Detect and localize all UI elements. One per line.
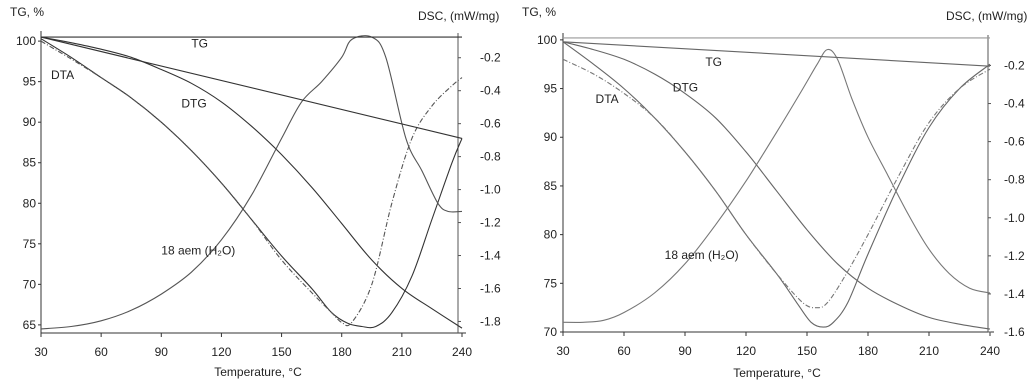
x-tick-label: 120: [736, 344, 756, 358]
x-tick-label: 60: [617, 344, 631, 358]
curve-label: 18 aem (H₂O): [161, 243, 235, 257]
x-axis-label: Temperature, °C: [214, 365, 302, 379]
x-tick-label: 30: [34, 345, 48, 359]
y-right-tick-label: -0.4: [480, 84, 501, 98]
y-left-tick-label: 95: [544, 82, 558, 96]
baseline-line-4: [40, 36, 463, 139]
curve-label: DTA: [596, 92, 619, 106]
x-tick-label: 210: [919, 344, 939, 358]
x-axis-label: Temperature, °C: [733, 366, 821, 380]
right-axis-label: DSC, (mW/mg): [946, 9, 1027, 23]
series-18-aem-h-o: [562, 48, 991, 323]
y-right-tick-label: -1.2: [480, 216, 501, 230]
y-left-tick-label: 80: [23, 196, 37, 210]
curve-label: DTG: [673, 80, 698, 94]
x-tick-label: 180: [858, 344, 878, 358]
y-right-tick-label: -0.6: [1004, 135, 1025, 149]
curve-label: 18 aem (H₂O): [665, 248, 739, 262]
y-right-tick-label: -0.8: [480, 150, 501, 164]
series-dtg: [562, 58, 991, 309]
y-right-tick-label: -0.6: [480, 117, 501, 131]
x-tick-label: 150: [272, 345, 292, 359]
y-right-tick-label: -1.4: [1004, 287, 1025, 301]
y-left-tick-label: 85: [23, 156, 37, 170]
x-tick-label: 120: [211, 345, 231, 359]
curve-label: DTG: [181, 97, 206, 111]
y-left-tick-label: 90: [544, 130, 558, 144]
y-right-tick-label: -1.2: [1004, 249, 1025, 263]
series-tg: [562, 41, 991, 330]
right-axis-label: DSC, (mW/mg): [418, 9, 499, 23]
x-tick-label: 90: [155, 345, 169, 359]
series-dta: [40, 38, 463, 329]
curve-label: DTA: [51, 68, 74, 82]
y-right-tick-label: -1.8: [480, 314, 501, 328]
series-tg: [40, 36, 463, 329]
y-right-tick-label: -1.4: [480, 249, 501, 263]
y-left-tick-label: 100: [16, 34, 36, 48]
y-right-tick-label: -1.0: [1004, 211, 1025, 225]
y-left-tick-label: 80: [544, 228, 558, 242]
left-axis-label: TG, %: [10, 5, 44, 19]
y-right-tick-label: -1.0: [480, 183, 501, 197]
x-tick-label: 150: [797, 344, 817, 358]
y-left-tick-label: 90: [23, 115, 37, 129]
y-left-tick-label: 70: [544, 325, 558, 339]
x-tick-label: 60: [94, 345, 108, 359]
y-left-tick-label: 95: [23, 75, 37, 89]
y-right-tick-label: -1.6: [480, 281, 501, 295]
series-dta: [562, 41, 991, 328]
y-left-tick-label: 85: [544, 179, 558, 193]
y-right-tick-label: -0.8: [1004, 173, 1025, 187]
x-tick-label: 90: [678, 344, 692, 358]
y-right-tick-label: -0.4: [1004, 97, 1025, 111]
series-18-aem-h-o: [40, 35, 463, 330]
x-tick-label: 240: [452, 345, 472, 359]
y-left-tick-label: 65: [23, 318, 37, 332]
y-left-tick-label: 75: [23, 237, 37, 251]
chart-left: TG, % DSC, (mW/mg) Temperature, °C 30 60 90 12…: [10, 5, 501, 379]
y-left-tick-label: 75: [544, 276, 558, 290]
y-left-tick-label: 100: [537, 33, 557, 47]
curve-label: TG: [705, 55, 722, 69]
x-tick-label: 30: [556, 344, 570, 358]
y-right-tick-label: -0.2: [480, 51, 501, 65]
series-dtg: [40, 40, 463, 327]
y-right-tick-label: -1.6: [1004, 325, 1025, 339]
chart-right: TG, % DSC, (mW/mg) Temperature, °C 30 60 90 12…: [522, 5, 1027, 380]
curve-label: TG: [191, 37, 208, 51]
x-tick-label: 180: [332, 345, 352, 359]
y-right-tick-label: -0.2: [1004, 58, 1025, 72]
baseline-line-4: [562, 41, 991, 67]
x-tick-label: 240: [980, 344, 1000, 358]
y-left-tick-label: 70: [23, 277, 37, 291]
left-axis-label: TG, %: [522, 5, 556, 19]
x-tick-label: 210: [392, 345, 412, 359]
